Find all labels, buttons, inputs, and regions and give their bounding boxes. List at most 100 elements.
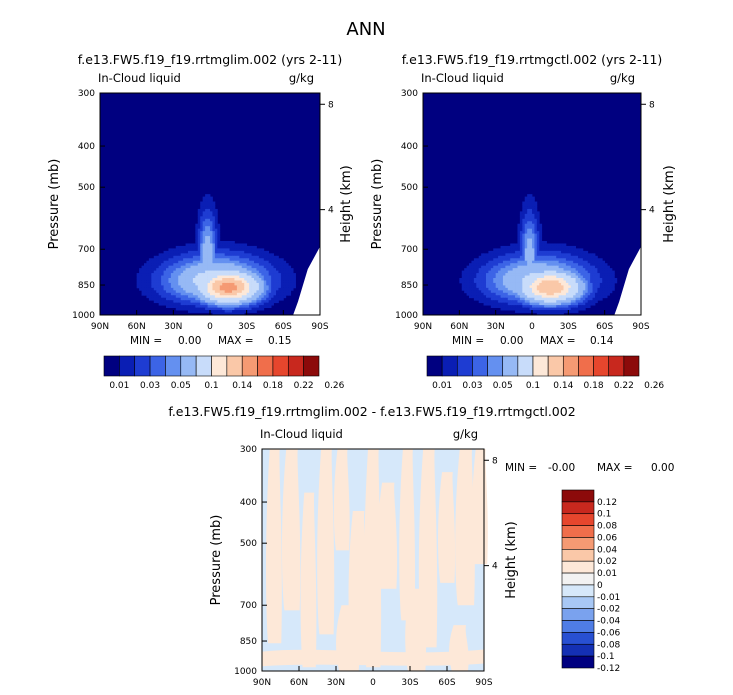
contour-cell [234, 273, 238, 276]
contour-cell [512, 282, 516, 286]
contour-cell [219, 273, 223, 276]
contour-cell [263, 270, 267, 274]
contour-cell [185, 245, 189, 249]
contour-cell [146, 290, 150, 294]
contour-cell [524, 233, 528, 237]
contour-cell [266, 280, 270, 284]
contour-cell [493, 250, 497, 254]
contour-cell [490, 258, 494, 262]
contour-cell [175, 287, 179, 291]
contour-cell [202, 300, 206, 304]
contour-cell [288, 287, 292, 291]
contour-cell [490, 285, 494, 289]
contour-cell [594, 258, 598, 262]
colorbar-box [287, 355, 304, 377]
contour-cell [224, 302, 228, 306]
contour-cell [541, 307, 545, 311]
contour-cell [515, 278, 518, 281]
contour-cell [573, 250, 576, 254]
contour-cell [212, 268, 216, 271]
contour-cell [490, 290, 494, 294]
contour-cell [495, 260, 499, 264]
contour-cell [527, 238, 530, 242]
contour-cell [522, 236, 526, 239]
contour-cell [602, 285, 606, 289]
contour-cell [483, 265, 487, 269]
contour-cell [544, 287, 547, 291]
contour-cell [205, 268, 208, 271]
contour-cell [180, 280, 184, 284]
contour-cell [197, 216, 201, 220]
contour-cell [548, 297, 552, 301]
contour-cell [553, 243, 557, 247]
contour-cell [507, 268, 511, 271]
contour-cell [558, 302, 562, 306]
contour-cell [210, 208, 213, 212]
contour-cell [258, 275, 262, 279]
contour-cell [288, 290, 292, 294]
contour-cell [219, 258, 223, 262]
contour-cell [534, 282, 538, 286]
contour-cell [229, 273, 233, 276]
contour-cell [517, 265, 521, 269]
contour-cell [219, 307, 223, 311]
colorbar-box [623, 355, 640, 377]
contour-cell [519, 213, 523, 217]
contour-cell [532, 243, 535, 247]
contour-cell [244, 275, 248, 279]
contour-cell [512, 292, 516, 296]
contour-cell [271, 260, 274, 264]
contour-cell [195, 268, 199, 271]
contour-cell [161, 297, 164, 301]
contour-cell [205, 250, 208, 254]
contour-cell [256, 285, 260, 289]
contour-cell [280, 297, 284, 301]
contour-cell [607, 270, 610, 274]
contour-cell [217, 270, 221, 274]
contour-cell [146, 260, 150, 264]
contour-cell [481, 270, 484, 274]
contour-cell [212, 201, 216, 205]
contour-cell [541, 248, 545, 252]
y-tick-label: 700 [78, 245, 95, 255]
contour-cell [263, 295, 267, 299]
contour-cell [246, 297, 250, 301]
contour-cell [227, 300, 230, 304]
contour-cell [280, 295, 284, 299]
contour-cell [510, 243, 514, 247]
contour-cell [207, 248, 211, 252]
contour-cell [529, 213, 533, 217]
contour-cell [239, 312, 243, 316]
contour-cell [558, 300, 562, 304]
contour-cell [556, 255, 560, 259]
contour-cell [524, 213, 528, 217]
contour-cell [570, 265, 574, 269]
contour-cell [185, 285, 189, 289]
contour-cell [532, 300, 535, 304]
contour-cell [200, 300, 204, 304]
contour-cell [258, 253, 262, 257]
contour-cell [527, 292, 530, 296]
contour-cell [539, 223, 543, 227]
contour-cell [473, 292, 477, 296]
contour-cell [261, 287, 265, 291]
contour-cell [229, 250, 233, 254]
contour-cell [548, 258, 552, 262]
contour-cell [246, 307, 250, 311]
contour-cell [527, 248, 530, 252]
contour-cell [590, 282, 593, 286]
contour-cell [478, 255, 482, 259]
contour-cell [188, 270, 191, 274]
contour-cell [517, 238, 521, 242]
contour-cell [290, 282, 294, 286]
contour-cell [205, 206, 208, 210]
contour-cell [183, 250, 186, 254]
contour-cell [527, 278, 530, 281]
contour-cell [582, 305, 586, 308]
contour-cell [539, 248, 543, 252]
contour-cell [522, 280, 526, 284]
contour-cell [161, 263, 164, 267]
contour-cell [594, 263, 598, 267]
contour-cell [534, 253, 538, 257]
contour-cell [151, 263, 155, 267]
